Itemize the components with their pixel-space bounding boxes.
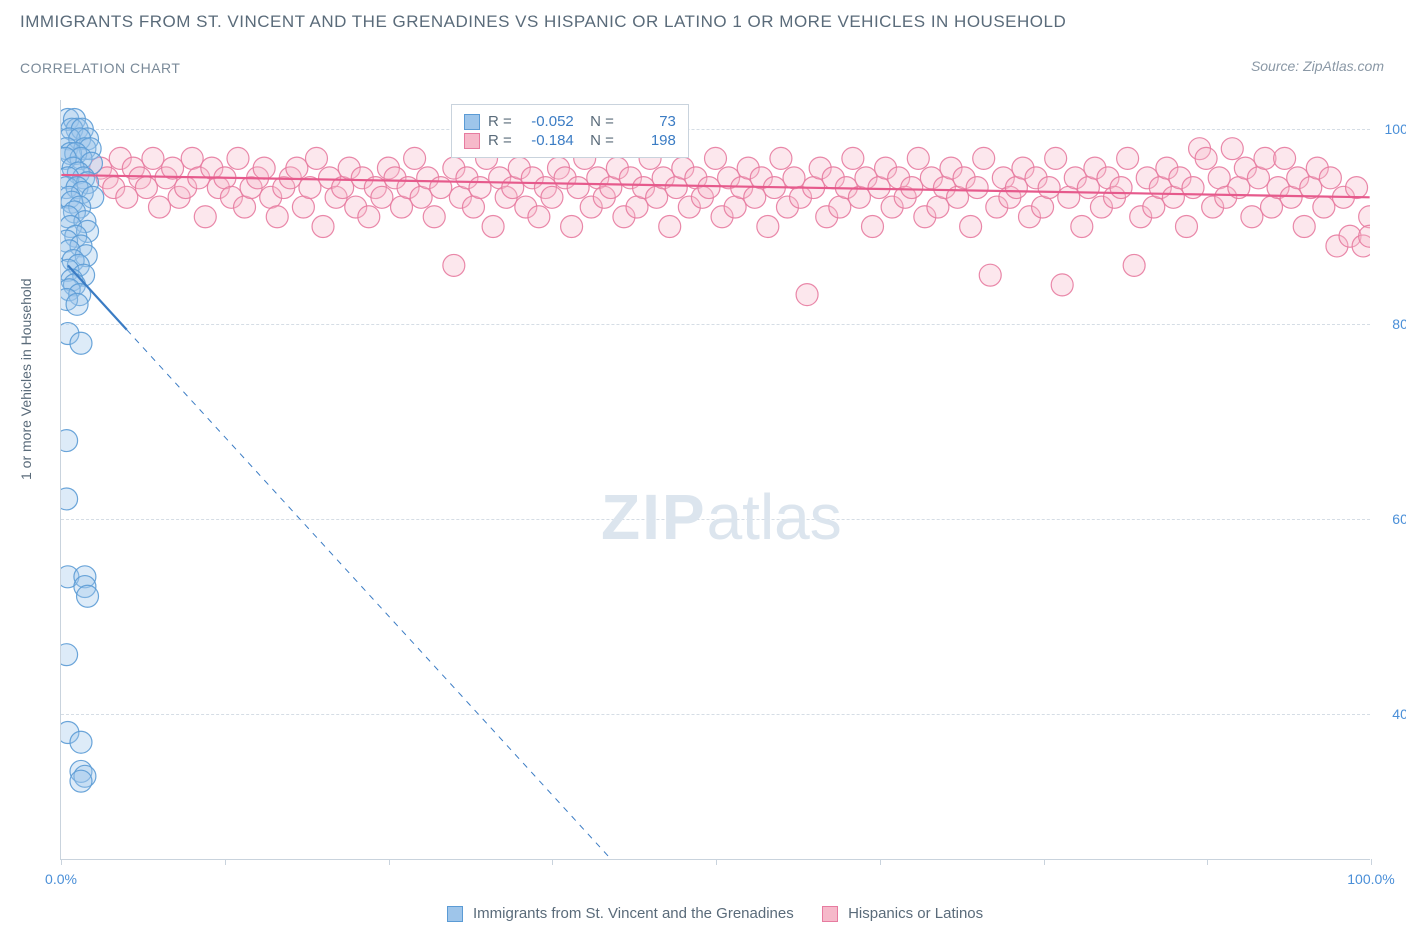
y-tick-label: 40.0% (1392, 706, 1406, 722)
y-tick-label: 80.0% (1392, 316, 1406, 332)
swatch-pink (464, 133, 480, 149)
chart-subtitle: CORRELATION CHART (20, 60, 180, 76)
x-tick (1207, 859, 1208, 865)
n-value-pink: 198 (622, 132, 676, 149)
chart-title: IMMIGRANTS FROM ST. VINCENT AND THE GREN… (20, 12, 1066, 32)
x-tick-label: 0.0% (45, 871, 77, 887)
x-tick (389, 859, 390, 865)
x-tick (61, 859, 62, 865)
scatter-svg (61, 100, 1370, 859)
stats-row-blue: R = -0.052 N = 73 (464, 113, 676, 130)
swatch-blue (464, 114, 480, 130)
n-value-blue: 73 (622, 113, 676, 130)
correlation-stats-box: R = -0.052 N = 73 R = -0.184 N = 198 (451, 104, 689, 158)
x-tick (880, 859, 881, 865)
x-tick (716, 859, 717, 865)
x-tick (1044, 859, 1045, 865)
x-tick (552, 859, 553, 865)
legend-swatch-pink (822, 906, 838, 922)
legend-label-pink: Hispanics or Latinos (848, 905, 983, 922)
legend-label-blue: Immigrants from St. Vincent and the Gren… (473, 905, 794, 922)
legend-swatch-blue (447, 906, 463, 922)
x-tick (1371, 859, 1372, 865)
r-value-pink: -0.184 (520, 132, 574, 149)
y-axis-label: 1 or more Vehicles in Household (18, 278, 34, 480)
y-tick-label: 100.0% (1385, 121, 1406, 137)
stats-row-pink: R = -0.184 N = 198 (464, 132, 676, 149)
source-attribution: Source: ZipAtlas.com (1251, 58, 1384, 74)
chart-plot-area: ZIPatlas R = -0.052 N = 73 R = -0.184 N … (60, 100, 1370, 860)
bottom-legend: Immigrants from St. Vincent and the Gren… (0, 905, 1406, 922)
y-tick-label: 60.0% (1392, 511, 1406, 527)
r-value-blue: -0.052 (520, 113, 574, 130)
x-tick (225, 859, 226, 865)
x-tick-label: 100.0% (1347, 871, 1394, 887)
